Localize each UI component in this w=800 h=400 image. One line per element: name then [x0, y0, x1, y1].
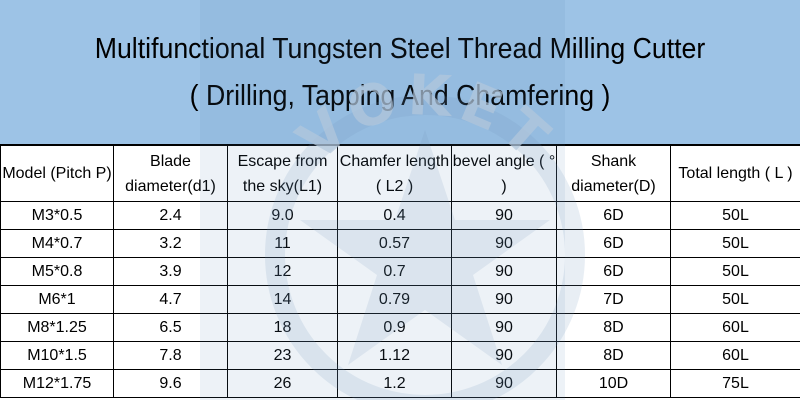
cell-blade-diameter: 6.5 — [113, 313, 228, 342]
cell-model: M6*1 — [0, 285, 114, 314]
cell-model: M5*0.8 — [0, 257, 114, 286]
page-subtitle: ( Drilling, Tapping And Chamfering ) — [189, 80, 611, 112]
cell-total-length: 60L — [670, 341, 800, 370]
table-row: M4*0.7 3.2 11 0.57 90 6D 50L — [0, 229, 800, 258]
cell-bevel-angle: 90 — [451, 201, 557, 230]
cell-chamfer-length: 0.4 — [337, 201, 452, 230]
cell-escape-length: 12 — [227, 257, 338, 286]
cell-escape-length: 18 — [227, 313, 338, 342]
header-total-length: Total length ( L ) — [670, 145, 800, 202]
cell-total-length: 75L — [670, 369, 800, 398]
cell-chamfer-length: 0.9 — [337, 313, 452, 342]
table-row: M12*1.75 9.6 26 1.2 90 10D 75L — [0, 369, 800, 398]
cell-bevel-angle: 90 — [451, 341, 557, 370]
cell-total-length: 50L — [670, 229, 800, 258]
spec-table: Model (Pitch P) Blade diameter(d1) Escap… — [0, 145, 800, 398]
cell-model: M12*1.75 — [0, 369, 114, 398]
cell-total-length: 60L — [670, 313, 800, 342]
header-shank-diameter: Shank diameter(D) — [556, 145, 671, 202]
cell-escape-length: 14 — [227, 285, 338, 314]
cell-shank-diameter: 6D — [556, 257, 671, 286]
table-row: M6*1 4.7 14 0.79 90 7D 50L — [0, 285, 800, 314]
cell-chamfer-length: 1.12 — [337, 341, 452, 370]
cell-bevel-angle: 90 — [451, 313, 557, 342]
cell-model: M8*1.25 — [0, 313, 114, 342]
cell-blade-diameter: 2.4 — [113, 201, 228, 230]
cell-shank-diameter: 8D — [556, 341, 671, 370]
cell-escape-length: 26 — [227, 369, 338, 398]
cell-total-length: 50L — [670, 285, 800, 314]
title-banner: Multifunctional Tungsten Steel Thread Mi… — [0, 0, 800, 145]
cell-bevel-angle: 90 — [451, 257, 557, 286]
table-header-row: Model (Pitch P) Blade diameter(d1) Escap… — [0, 145, 800, 202]
cell-blade-diameter: 7.8 — [113, 341, 228, 370]
cell-shank-diameter: 8D — [556, 313, 671, 342]
cell-escape-length: 11 — [227, 229, 338, 258]
cell-chamfer-length: 0.57 — [337, 229, 452, 258]
cell-bevel-angle: 90 — [451, 285, 557, 314]
cell-model: M3*0.5 — [0, 201, 114, 230]
cell-bevel-angle: 90 — [451, 229, 557, 258]
cell-shank-diameter: 6D — [556, 201, 671, 230]
cell-model: M4*0.7 — [0, 229, 114, 258]
cell-blade-diameter: 3.9 — [113, 257, 228, 286]
cell-blade-diameter: 9.6 — [113, 369, 228, 398]
cell-shank-diameter: 7D — [556, 285, 671, 314]
table-row: M10*1.5 7.8 23 1.12 90 8D 60L — [0, 341, 800, 370]
header-model: Model (Pitch P) — [0, 145, 114, 202]
cell-escape-length: 23 — [227, 341, 338, 370]
header-bevel-angle: bevel angle ( ° ) — [451, 145, 557, 202]
cell-escape-length: 9.0 — [227, 201, 338, 230]
header-chamfer-length: Chamfer length ( L2 ) — [337, 145, 452, 202]
cell-blade-diameter: 4.7 — [113, 285, 228, 314]
header-escape-length: Escape from the sky(L1) — [227, 145, 338, 202]
cell-chamfer-length: 1.2 — [337, 369, 452, 398]
cell-chamfer-length: 0.7 — [337, 257, 452, 286]
table-row: M8*1.25 6.5 18 0.9 90 8D 60L — [0, 313, 800, 342]
cell-blade-diameter: 3.2 — [113, 229, 228, 258]
header-blade-diameter: Blade diameter(d1) — [113, 145, 228, 202]
cell-bevel-angle: 90 — [451, 369, 557, 398]
cell-shank-diameter: 6D — [556, 229, 671, 258]
table-row: M5*0.8 3.9 12 0.7 90 6D 50L — [0, 257, 800, 286]
cell-model: M10*1.5 — [0, 341, 114, 370]
cell-shank-diameter: 10D — [556, 369, 671, 398]
cell-chamfer-length: 0.79 — [337, 285, 452, 314]
page-title: Multifunctional Tungsten Steel Thread Mi… — [94, 33, 706, 65]
cell-total-length: 50L — [670, 257, 800, 286]
cell-total-length: 50L — [670, 201, 800, 230]
table-row: M3*0.5 2.4 9.0 0.4 90 6D 50L — [0, 201, 800, 230]
